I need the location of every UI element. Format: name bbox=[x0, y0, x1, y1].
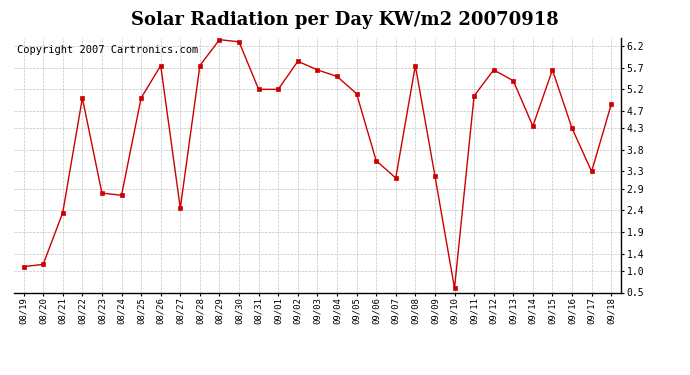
Text: Copyright 2007 Cartronics.com: Copyright 2007 Cartronics.com bbox=[17, 45, 198, 55]
Text: Solar Radiation per Day KW/m2 20070918: Solar Radiation per Day KW/m2 20070918 bbox=[131, 11, 559, 29]
